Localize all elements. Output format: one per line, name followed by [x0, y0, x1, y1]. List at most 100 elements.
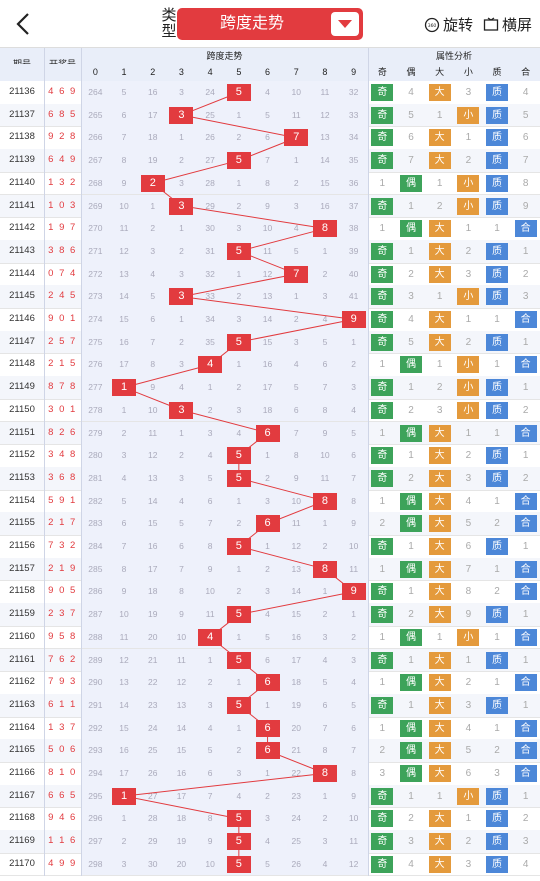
miss-count: 3 [207, 699, 213, 710]
attr-miss: 1 [494, 223, 500, 235]
miss-count: 12 [291, 541, 301, 551]
span-marker: 7 [284, 129, 309, 147]
miss-count: 14 [320, 155, 330, 166]
miss-count: 5 [293, 382, 299, 393]
miss-count: 8 [121, 563, 127, 574]
attr-miss: 1 [436, 109, 443, 121]
miss-count: 37 [348, 200, 359, 211]
miss-count: 10 [119, 609, 129, 620]
attr-miss: 8 [465, 586, 472, 598]
miss-count: 3 [121, 858, 127, 869]
miss-count: 12 [262, 268, 273, 279]
header-attr-2: 大 [435, 67, 445, 77]
attr-miss: 3 [494, 768, 500, 779]
miss-count: 1 [322, 245, 328, 256]
miss-count: 31 [205, 245, 215, 256]
svg-text:360: 360 [428, 23, 437, 29]
attr-miss: 1 [379, 223, 386, 235]
miss-count: 276 [88, 359, 103, 370]
attr-miss: 2 [465, 155, 472, 167]
miss-count: 2 [322, 541, 328, 551]
miss-count: 14 [262, 314, 273, 324]
miss-count: 275 [88, 336, 103, 347]
draw-number: 3 6 8 [48, 471, 77, 483]
miss-count: 283 [88, 518, 103, 529]
attr-badge: 奇 [371, 787, 394, 805]
miss-count: 281 [88, 472, 103, 483]
attr-badge: 大 [428, 515, 451, 533]
miss-count: 12 [148, 450, 158, 461]
issue-number: 21170 [9, 857, 35, 869]
miss-count: 1 [293, 155, 299, 166]
miss-count: 3 [179, 472, 184, 483]
attr-badge: 质 [486, 606, 508, 624]
attr-badge: 合 [514, 424, 537, 442]
attr-miss: 1 [408, 382, 414, 394]
attr-miss: 2 [465, 836, 472, 848]
miss-count: 11 [119, 631, 129, 642]
attr-badge: 奇 [371, 197, 394, 215]
attr-badge: 偶 [400, 719, 422, 737]
attr-badge: 奇 [371, 696, 394, 714]
attr-miss: 2 [494, 745, 500, 757]
trend-type-selector[interactable]: 跨度走势 [177, 8, 363, 40]
attr-badge: 质 [486, 84, 508, 101]
issue-number: 21139 [9, 154, 35, 166]
issue-number: 21143 [9, 244, 35, 256]
miss-count: 18 [148, 586, 158, 597]
miss-count: 2 [179, 155, 184, 166]
dropdown-toggle[interactable] [331, 12, 359, 36]
miss-count: 13 [148, 472, 158, 483]
issue-number: 21168 [9, 812, 35, 824]
miss-count: 1 [179, 427, 184, 438]
draw-number: 9 4 6 [48, 812, 77, 824]
attr-miss: 7 [465, 563, 472, 575]
table-row[interactable]: 21162 7 9 3 290 13 22 12 2 1 6 18 5 4 1 偶大 2 1 合 [0, 671, 540, 695]
landscape-button[interactable]: 横屏 [483, 14, 532, 34]
table-row[interactable]: 21152 3 4 8 280 3 12 2 4 5 1 8 10 6 奇 1 大 2 质 1 [0, 444, 540, 468]
miss-count: 287 [88, 609, 103, 620]
miss-count: 1 [322, 518, 328, 529]
issue-number: 21165 [9, 744, 35, 756]
attr-miss: 2 [379, 745, 386, 757]
attr-miss: 2 [522, 813, 529, 825]
miss-count: 16 [148, 541, 158, 551]
miss-count: 4 [236, 427, 242, 438]
miss-count: 1 [121, 813, 127, 824]
attr-miss: 1 [494, 495, 500, 507]
attr-badge: 大 [428, 560, 451, 578]
table-row[interactable]: 21161 7 6 2 289 12 21 11 1 5 6 17 4 3 奇 1 大 1 质 1 [0, 648, 540, 673]
attr-badge: 奇 [371, 855, 394, 873]
miss-count: 5 [207, 745, 213, 756]
miss-count: 1 [179, 223, 184, 234]
span-marker: 5 [226, 333, 251, 351]
draw-number: 1 1 6 [48, 835, 77, 847]
rotate-icon: 360 [424, 17, 440, 32]
miss-count: 7 [121, 541, 127, 551]
attr-badge: 偶 [400, 674, 422, 692]
attr-badge: 质 [486, 197, 508, 215]
miss-count: 5 [207, 472, 213, 483]
miss-count: 22 [148, 677, 158, 688]
back-button[interactable] [12, 10, 36, 38]
miss-count: 272 [88, 268, 103, 279]
issue-number: 21148 [9, 358, 35, 370]
miss-count: 18 [148, 132, 158, 143]
span-marker: 8 [312, 492, 337, 510]
attr-badge: 奇 [371, 447, 394, 465]
miss-count: 292 [88, 722, 103, 733]
attr-miss: 1 [379, 359, 386, 371]
miss-count: 2 [179, 336, 184, 347]
miss-count: 1 [322, 790, 328, 801]
miss-count: 6 [121, 109, 127, 120]
miss-count: 1 [322, 586, 328, 597]
miss-count: 3 [236, 314, 242, 324]
miss-count: 18 [291, 677, 301, 688]
attr-miss: 1 [408, 699, 414, 711]
miss-count: 6 [150, 314, 156, 324]
issue-number: 21147 [9, 335, 35, 347]
attr-miss: 1 [408, 245, 414, 257]
tv-icon [483, 17, 499, 31]
table-row[interactable]: 21170 4 9 9 298 3 30 20 10 5 5 26 4 12 奇 4 大 3 质 4 [0, 852, 540, 877]
rotate-button[interactable]: 360 旋转 [424, 14, 473, 34]
